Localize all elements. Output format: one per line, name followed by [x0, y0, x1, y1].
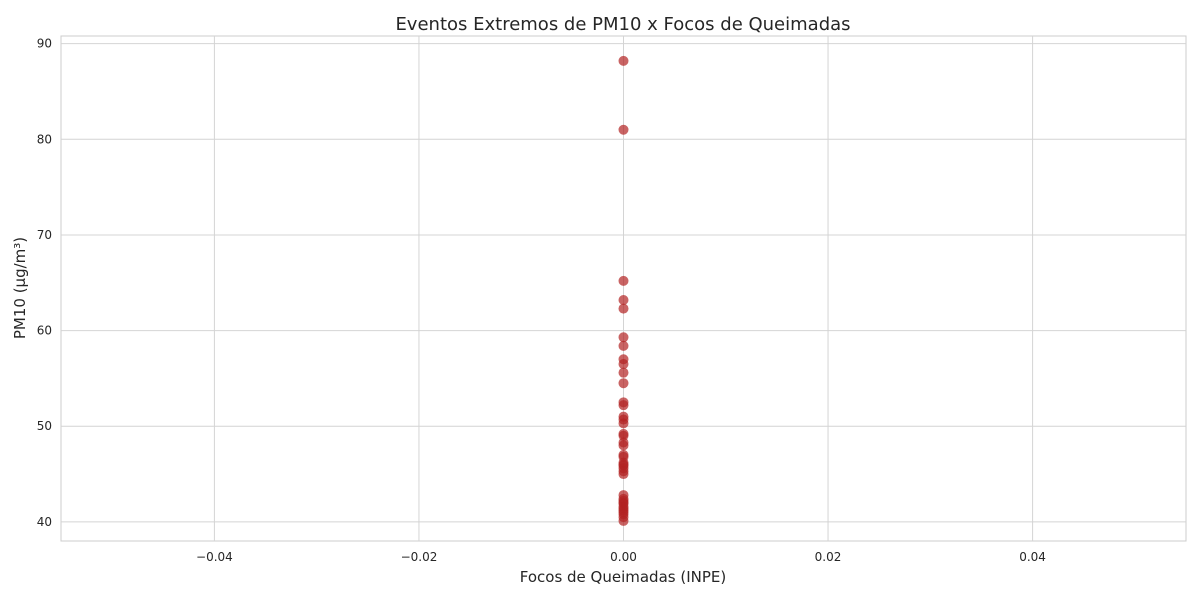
chart-title: Eventos Extremos de PM10 x Focos de Quei… [395, 14, 850, 35]
data-point [618, 340, 629, 351]
x-tick-label: 0.00 [610, 550, 637, 564]
data-point [618, 124, 629, 135]
data-point [618, 359, 629, 370]
x-tick-label: 0.04 [1019, 550, 1046, 564]
data-point [618, 400, 629, 411]
data-point [618, 55, 629, 66]
data-point [618, 303, 629, 314]
y-axis-title: PM10 (µg/m³) [11, 237, 29, 339]
data-point [618, 418, 629, 429]
y-tick-label: 50 [37, 419, 52, 433]
y-tick-label: 40 [37, 515, 52, 529]
data-point [618, 440, 629, 451]
y-tick-label: 70 [37, 228, 52, 242]
x-tick-label: −0.04 [196, 550, 233, 564]
y-tick-label: 60 [37, 324, 52, 338]
x-axis-title: Focos de Queimadas (INPE) [520, 568, 726, 586]
data-point [618, 332, 629, 343]
data-point [618, 275, 629, 286]
x-tick-label: 0.02 [815, 550, 842, 564]
data-points [618, 55, 629, 526]
y-tick-label: 90 [37, 37, 52, 51]
data-point [618, 515, 629, 526]
data-point [618, 469, 629, 480]
data-point [618, 367, 629, 378]
tick-labels: −0.04 −0.02 0.00 0.02 0.04 40 50 60 70 80 90 [37, 37, 1046, 564]
x-tick-label: −0.02 [401, 550, 438, 564]
data-point [618, 294, 629, 305]
y-tick-label: 80 [37, 132, 52, 146]
data-point [618, 378, 629, 389]
